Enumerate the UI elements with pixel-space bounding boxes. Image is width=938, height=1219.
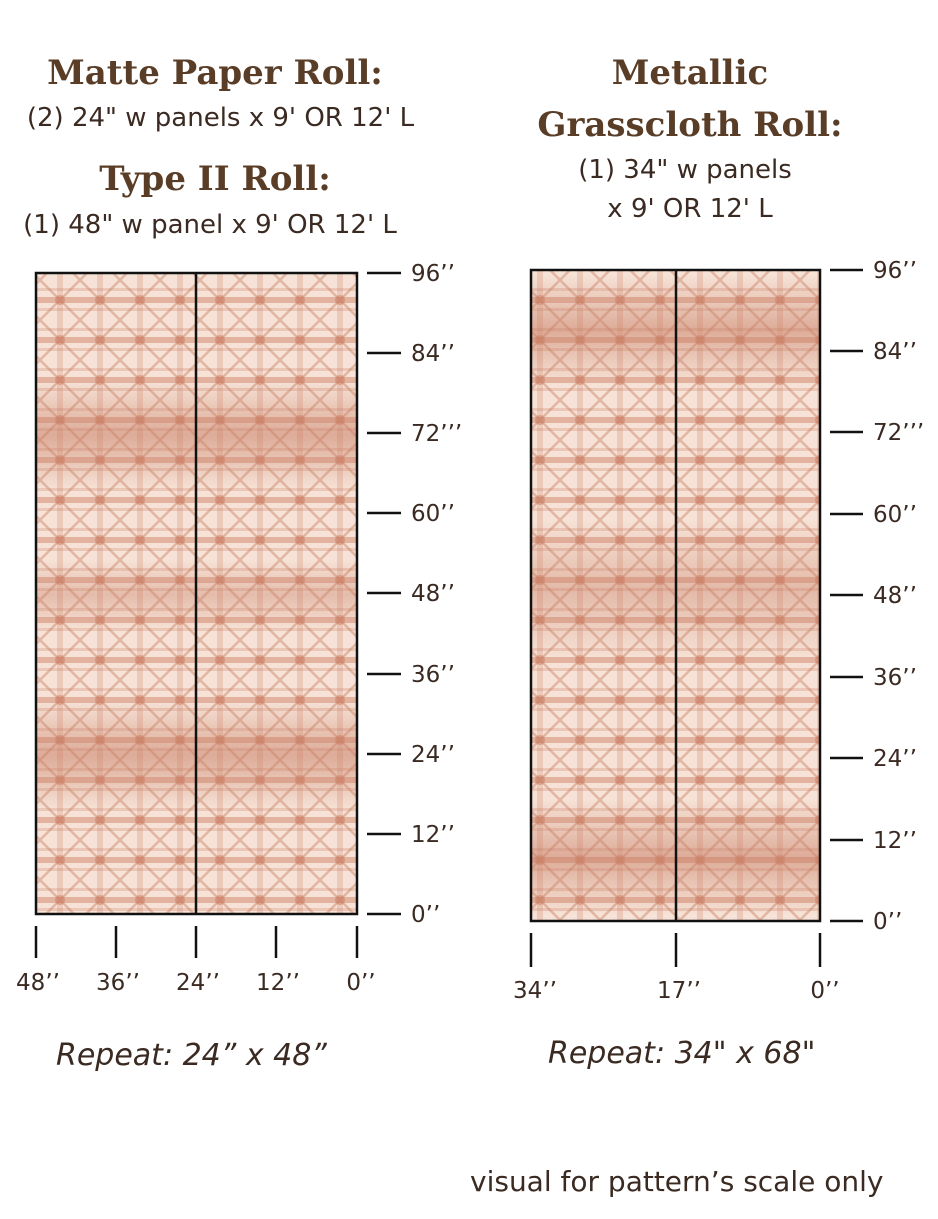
metallic-title-line2: Grasscloth Roll: — [537, 105, 843, 145]
right-vtick-label: 0’’ — [873, 909, 902, 935]
left-repeat-label: Repeat: 24” x 48” — [56, 1038, 327, 1073]
scale-note: visual for pattern’s scale only — [470, 1165, 884, 1198]
right-htick-label: 17’’ — [657, 978, 701, 1004]
type-ii-title: Type II Roll: — [99, 159, 331, 199]
left-vtick-label: 84’’ — [411, 341, 455, 367]
right-vtick-label: 48’’ — [873, 583, 917, 609]
right-vtick-label: 12’’ — [873, 828, 917, 854]
left-vtick-label: 12’’ — [411, 822, 455, 848]
metallic-title-line1: Metallic — [611, 53, 769, 93]
right-vtick-label: 24’’ — [873, 746, 917, 772]
left-htick-label: 0’’ — [346, 970, 375, 996]
left-vtick-label: 24’’ — [411, 742, 455, 768]
left-htick-label: 24’’ — [176, 970, 220, 996]
matte-paper-title: Matte Paper Roll: — [47, 53, 383, 93]
right-horizontal-scale: 34’’ 17’’ 0’’ — [513, 933, 840, 1004]
right-htick-label: 34’’ — [513, 978, 557, 1004]
left-horizontal-scale: 48’’ 36’’ 24’’ 12’’ 0’’ — [16, 926, 376, 996]
left-vtick-label: 72’’’ — [411, 421, 462, 447]
right-vtick-label: 60’’ — [873, 502, 917, 528]
metallic-spec-line1: (1) 34" w panels — [578, 155, 792, 185]
right-repeat-label: Repeat: 34" x 68" — [548, 1036, 816, 1071]
left-htick-label: 48’’ — [16, 970, 60, 996]
right-htick-label: 0’’ — [810, 978, 839, 1004]
left-vertical-scale: 96’’ 84’’ 72’’’ 60’’ 48’’ 36’’ 24’’ 12’’… — [367, 261, 462, 928]
right-pattern-panel — [529, 268, 822, 923]
left-htick-label: 36’’ — [96, 970, 140, 996]
type-ii-spec: (1) 48" w panel x 9' OR 12' L — [23, 210, 397, 240]
right-vtick-label: 84’’ — [873, 339, 917, 365]
left-vtick-label: 0’’ — [411, 902, 440, 928]
left-vtick-label: 60’’ — [411, 501, 455, 527]
metallic-spec-line2: x 9' OR 12' L — [607, 194, 773, 224]
right-vtick-label: 72’’’ — [873, 420, 924, 446]
right-vtick-label: 96’’ — [873, 258, 917, 284]
right-vtick-label: 36’’ — [873, 665, 917, 691]
left-vtick-label: 48’’ — [411, 581, 455, 607]
right-vertical-scale: 96’’ 84’’ 72’’’ 60’’ 48’’ 36’’ 24’’ 12’’… — [830, 258, 924, 935]
left-pattern-panel — [34, 271, 359, 916]
matte-paper-spec: (2) 24" w panels x 9' OR 12' L — [26, 103, 415, 133]
left-vtick-label: 36’’ — [411, 662, 455, 688]
left-htick-label: 12’’ — [256, 970, 300, 996]
left-vtick-label: 96’’ — [411, 261, 455, 287]
